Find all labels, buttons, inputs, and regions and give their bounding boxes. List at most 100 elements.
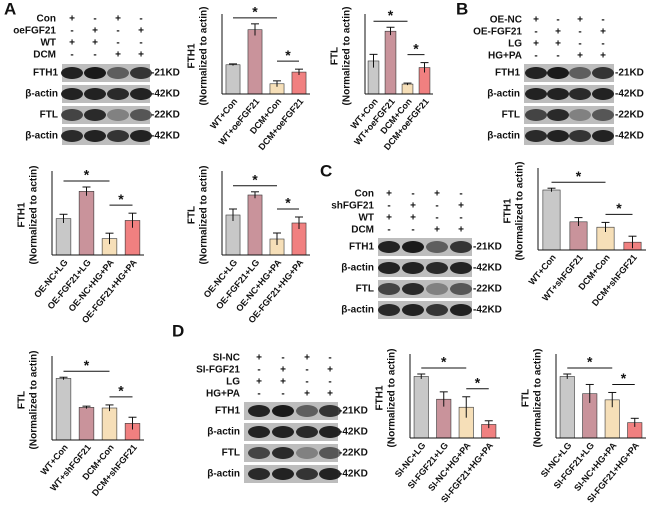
- blot-band: [248, 468, 270, 480]
- blot-band: [319, 426, 341, 438]
- blot-strip: [378, 259, 472, 277]
- band-size: -22KD: [615, 110, 644, 121]
- blot-strip: [378, 238, 472, 256]
- condition-sign: +: [577, 15, 583, 26]
- condition-sign: -: [93, 50, 96, 61]
- condition-sign: +: [327, 365, 333, 376]
- condition-sign: +: [256, 353, 262, 364]
- bar: [559, 376, 575, 439]
- protein-name: FTL: [502, 110, 520, 121]
- condition-name: HG+PA: [488, 51, 522, 62]
- significance-mark: *: [285, 47, 291, 63]
- protein-name: β-actin: [487, 89, 520, 100]
- condition-sign: +: [434, 225, 440, 236]
- condition-sign: -: [578, 27, 581, 38]
- significance-mark: *: [252, 4, 258, 20]
- condition-sign: -: [387, 201, 390, 212]
- blot-band: [248, 426, 270, 438]
- blot-band: [569, 88, 591, 100]
- band-size: -42KD: [339, 469, 368, 480]
- blot-band: [426, 283, 448, 295]
- y-axis-label: FTL: [330, 47, 341, 65]
- blot-band: [402, 304, 424, 316]
- bar: [55, 218, 72, 256]
- condition-sign: -: [93, 14, 96, 25]
- blot-band: [272, 426, 294, 438]
- band-size: -22KD: [339, 448, 368, 459]
- blot-band: [547, 67, 569, 79]
- panel-label: B: [456, 0, 468, 18]
- condition-name: LG: [226, 377, 240, 388]
- blot-band: [592, 88, 614, 100]
- condition-name: OE-NC: [490, 15, 522, 26]
- significance-mark: *: [118, 383, 124, 399]
- blot-band: [130, 109, 152, 121]
- condition-sign: -: [328, 377, 331, 388]
- significance-mark: *: [388, 7, 394, 23]
- bar: [247, 29, 263, 95]
- condition-sign: +: [138, 50, 144, 61]
- y-axis-label: FTH1: [17, 202, 28, 227]
- condition-sign: +: [69, 38, 75, 49]
- blot-band: [61, 67, 83, 79]
- condition-sign: -: [257, 365, 260, 376]
- condition-sign: -: [328, 353, 331, 364]
- protein-name: β-actin: [25, 89, 58, 100]
- condition-name: Con: [355, 189, 374, 200]
- bar: [78, 191, 95, 256]
- condition-name: WT: [358, 213, 374, 224]
- band-size: -42KD: [615, 131, 644, 142]
- condition-sign: -: [411, 225, 414, 236]
- blot-band: [547, 109, 569, 121]
- blot-band: [272, 468, 294, 480]
- condition-sign: +: [304, 353, 310, 364]
- panel-label: D: [172, 321, 184, 340]
- blot-band: [378, 304, 400, 316]
- condition-sign: +: [458, 225, 464, 236]
- blot-band: [272, 405, 294, 417]
- condition-sign: +: [577, 51, 583, 62]
- significance-mark: *: [441, 354, 447, 370]
- significance-mark: *: [285, 195, 291, 211]
- condition-sign: -: [556, 51, 559, 62]
- band-size: -22KD: [151, 110, 180, 121]
- condition-name: SI-FGF21: [196, 365, 240, 376]
- blot-band: [61, 130, 83, 142]
- y-axis-label: FTH1: [375, 385, 386, 410]
- blot-band: [450, 283, 472, 295]
- blot-band: [296, 426, 318, 438]
- y-axis-label: (Normalized to actin): [533, 349, 544, 448]
- blot-band: [592, 67, 614, 79]
- panel-label: C: [320, 161, 332, 180]
- protein-name: β-actin: [341, 305, 374, 316]
- condition-sign: -: [139, 14, 142, 25]
- blot-band: [402, 262, 424, 274]
- panel-label: A: [4, 0, 16, 18]
- protein-name: FTH1: [33, 68, 58, 79]
- band-size: -42KD: [473, 263, 502, 274]
- blot-band: [378, 283, 400, 295]
- blot-band: [319, 447, 341, 459]
- condition-sign: +: [304, 389, 310, 400]
- y-axis-label: FTL: [521, 389, 532, 407]
- condition-sign: +: [555, 27, 561, 38]
- blot-band: [61, 88, 83, 100]
- condition-sign: -: [601, 15, 604, 26]
- blot-band: [84, 130, 106, 142]
- band-size: -21KD: [473, 242, 502, 253]
- bar: [291, 71, 307, 95]
- bar: [401, 83, 414, 95]
- bar: [413, 376, 429, 439]
- condition-sign: +: [600, 27, 606, 38]
- condition-sign: -: [281, 353, 284, 364]
- blot-band: [592, 109, 614, 121]
- condition-sign: +: [138, 26, 144, 37]
- condition-sign: -: [257, 389, 260, 400]
- band-size: -42KD: [339, 427, 368, 438]
- y-axis-label: FTL: [17, 391, 28, 409]
- y-axis-label: FTH1: [187, 43, 198, 68]
- bar: [78, 407, 95, 441]
- blot-band: [107, 67, 129, 79]
- condition-sign: +: [533, 39, 539, 50]
